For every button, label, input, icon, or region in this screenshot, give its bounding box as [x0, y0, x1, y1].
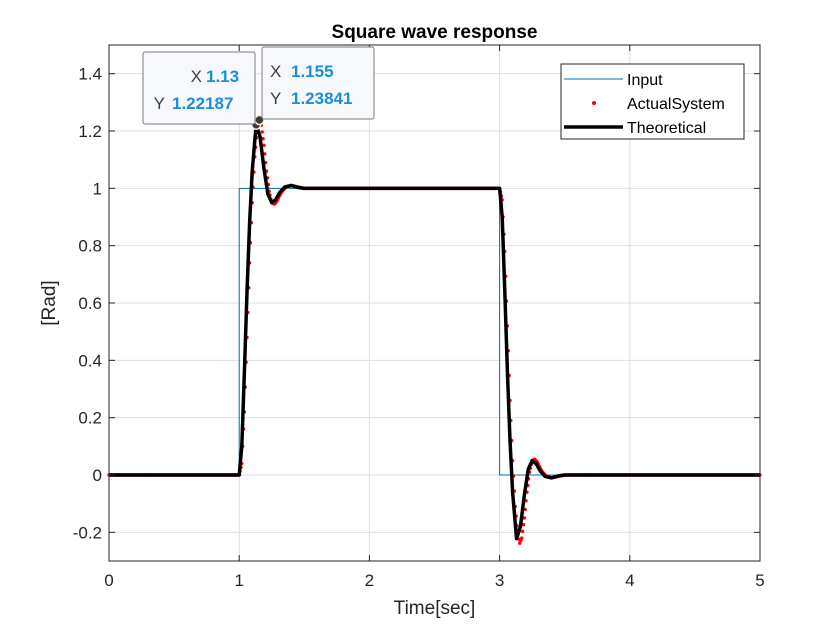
actualsystem-point — [519, 538, 523, 543]
tick-marks — [108, 45, 761, 561]
datatip-box-1: X 1.13 Y 1.22187 — [142, 51, 256, 125]
y-tick-label: 0.8 — [78, 237, 102, 256]
actualsystem-point — [522, 516, 527, 520]
datatip-x-key: X — [270, 62, 281, 81]
legend-item-2: ActualSystem — [592, 96, 725, 113]
y-tick-label: 1.4 — [78, 65, 102, 84]
datatip-x-value: 1.13 — [206, 67, 239, 86]
x-axis-label: Time[sec] — [394, 598, 476, 619]
x-tick-label: 5 — [755, 571, 764, 590]
y-tick-label: 0.6 — [78, 294, 102, 313]
y-tick-label: 0.4 — [78, 351, 102, 370]
tick-labels: 0 1 2 3 4 5 -0.2 0 0.2 0.4 0.6 0.8 1 1.2 1.4 — [73, 65, 765, 590]
datatip-y-value: 1.23841 — [291, 89, 352, 108]
actualsystem-point — [518, 541, 522, 545]
datatip-x-value: 1.155 — [291, 62, 334, 81]
datatip-y-value: 1.22187 — [172, 94, 233, 113]
legend-label: ActualSystem — [627, 96, 725, 113]
datatip-x-key: X — [191, 67, 202, 86]
datatip-box-2: X 1.155 Y 1.23841 — [261, 46, 375, 120]
datatip-background — [142, 51, 256, 125]
y-axis-label: [Rad] — [39, 280, 60, 325]
legend-label: Theoretical — [627, 120, 706, 137]
actualsystem-point — [262, 143, 266, 148]
actualsystem-point — [260, 130, 264, 134]
legend-swatch-actualsystem — [592, 101, 596, 105]
actualsystem-point — [521, 522, 526, 527]
chart-title: Square wave response — [332, 22, 538, 43]
datatip-background — [261, 46, 375, 120]
series-theoretical-line — [109, 122, 760, 541]
datatip-y-key: Y — [270, 89, 281, 108]
actualsystem-point — [520, 529, 525, 534]
x-tick-label: 0 — [104, 571, 113, 590]
legend-item-3: Theoretical — [564, 120, 706, 137]
y-tick-label: 0.2 — [78, 409, 102, 428]
x-tick-label: 4 — [625, 571, 634, 590]
x-tick-label: 3 — [495, 571, 504, 590]
legend-label: Input — [627, 72, 663, 89]
y-tick-label: 0 — [93, 466, 102, 485]
actualsystem-point — [520, 536, 524, 540]
legend-item-1: Input — [564, 72, 663, 89]
legend[interactable]: Input ActualSystem Theoretical — [560, 63, 745, 140]
datatip-y-key: Y — [154, 94, 165, 113]
x-tick-label: 1 — [234, 571, 243, 590]
y-tick-label: -0.2 — [73, 523, 102, 542]
actualsystem-point — [261, 136, 265, 141]
x-tick-label: 2 — [365, 571, 374, 590]
y-tick-label: 1 — [93, 179, 102, 198]
y-tick-label: 1.2 — [78, 122, 102, 141]
